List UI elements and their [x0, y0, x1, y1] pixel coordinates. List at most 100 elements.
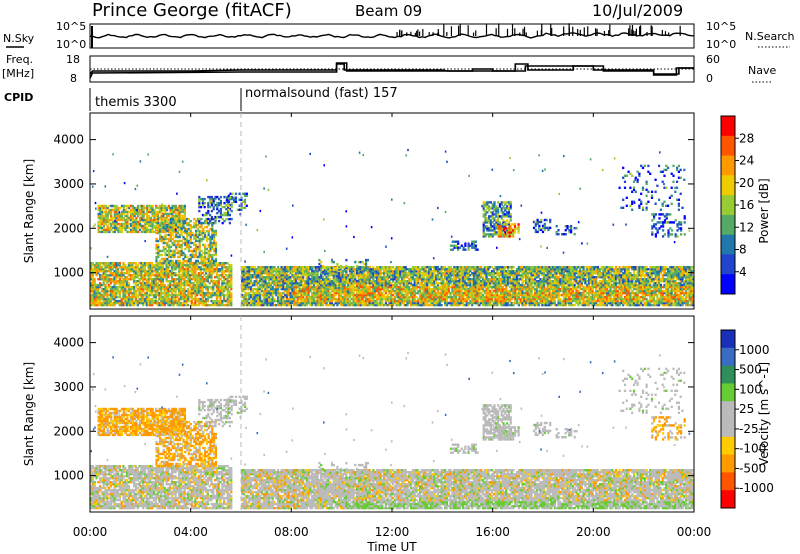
- heatmap-cell: [483, 289, 486, 293]
- heatmap-cell: [370, 280, 373, 283]
- heatmap-cell: [318, 301, 321, 305]
- heatmap-cell: [327, 283, 330, 287]
- heatmap-cell: [312, 283, 316, 287]
- heatmap-cell: [498, 289, 501, 293]
- heatmap-cell: [307, 295, 310, 299]
- heatmap-cell: [102, 278, 105, 281]
- heatmap-cell: [442, 291, 445, 295]
- heatmap-cell: [481, 285, 485, 289]
- heatmap-cell: [115, 272, 118, 275]
- heatmap-cell: [505, 278, 508, 281]
- heatmap-cell: [138, 268, 141, 271]
- heatmap-cell: [255, 276, 258, 279]
- heatmap-cell: [428, 285, 431, 289]
- heatmap-cell: [118, 283, 121, 287]
- heatmap-cell: [117, 264, 120, 267]
- heatmap-cell: [388, 276, 391, 279]
- heatmap-cell: [440, 274, 443, 277]
- heatmap-cell: [181, 283, 184, 287]
- heatmap-cell: [255, 289, 258, 293]
- heatmap-cell: [539, 291, 542, 295]
- heatmap-cell: [338, 299, 341, 303]
- heatmap-cell: [499, 291, 503, 295]
- heatmap-cell: [212, 270, 215, 273]
- heatmap-cell: [591, 297, 594, 301]
- heatmap-cell: [370, 289, 373, 293]
- heatmap-cell: [291, 276, 294, 279]
- heatmap-cell: [496, 301, 499, 305]
- heatmap-cell: [507, 293, 510, 297]
- heatmap-cell: [463, 293, 467, 297]
- heatmap-cell: [498, 278, 501, 281]
- heatmap-cell: [219, 295, 222, 299]
- heatmap-cell: [579, 268, 582, 271]
- heatmap-cell: [453, 268, 456, 271]
- heatmap-cell: [163, 276, 166, 279]
- heatmap-cell: [280, 280, 283, 283]
- heatmap-cell: [469, 266, 472, 269]
- heatmap-cell: [339, 280, 343, 283]
- heatmap-cell: [453, 282, 456, 285]
- heatmap-cell: [483, 303, 486, 307]
- heatmap-cell: [90, 289, 93, 293]
- heatmap-cell: [248, 282, 251, 285]
- heatmap-cell: [293, 283, 296, 287]
- heatmap-cell: [494, 301, 497, 305]
- heatmap-cell: [196, 291, 199, 295]
- heatmap-cell: [154, 280, 157, 283]
- heatmap-cell: [176, 283, 179, 287]
- heatmap-cell: [100, 268, 103, 271]
- heatmap-cell: [183, 285, 186, 289]
- heatmap-cell: [523, 291, 526, 295]
- heatmap-cell: [163, 293, 166, 297]
- heatmap-cell: [568, 285, 571, 289]
- heatmap-cell: [201, 291, 204, 295]
- heatmap-cell: [352, 282, 355, 285]
- heatmap-cell: [140, 291, 143, 295]
- heatmap-cell: [108, 274, 111, 277]
- heatmap-cell: [287, 282, 290, 285]
- heatmap-cell: [156, 293, 159, 297]
- heatmap-cell: [467, 291, 470, 295]
- heatmap-cell: [348, 285, 352, 289]
- heatmap-cell: [145, 278, 148, 281]
- heatmap-cell: [95, 291, 98, 295]
- heatmap-cell: [316, 280, 319, 283]
- heatmap-cell: [433, 301, 436, 305]
- heatmap-cell: [298, 282, 301, 285]
- heatmap-cell: [454, 282, 458, 285]
- heatmap-cell: [102, 268, 105, 271]
- heatmap-cell: [300, 297, 303, 301]
- heatmap-cell: [512, 295, 515, 299]
- heatmap-cell: [420, 280, 423, 283]
- heatmap-cell: [226, 278, 229, 281]
- heatmap-cell: [472, 301, 476, 305]
- heatmap-cell: [185, 280, 188, 283]
- heatmap-cell: [356, 282, 359, 285]
- heatmap-cell: [100, 293, 103, 297]
- heatmap-cell: [348, 276, 352, 279]
- heatmap-cell: [399, 282, 402, 285]
- heatmap-cell: [587, 280, 591, 283]
- heatmap-cell: [293, 276, 296, 279]
- heatmap-cell: [571, 276, 574, 279]
- heatmap-cell: [442, 268, 445, 271]
- heatmap-cell: [456, 301, 459, 305]
- heatmap-cell: [534, 282, 537, 285]
- heatmap-cell: [253, 297, 256, 301]
- heatmap-cell: [417, 276, 420, 279]
- heatmap-cell: [481, 293, 485, 297]
- heatmap-cell: [589, 295, 592, 299]
- heatmap-cell: [323, 270, 326, 273]
- heatmap-cell: [445, 295, 449, 299]
- heatmap-cell: [192, 297, 195, 301]
- heatmap-cell: [483, 278, 486, 281]
- heatmap-cell: [462, 293, 465, 297]
- heatmap-cell: [154, 266, 157, 269]
- heatmap-cell: [197, 266, 201, 269]
- heatmap-cell: [251, 293, 254, 297]
- heatmap-cell: [307, 276, 310, 279]
- heatmap-cell: [474, 270, 477, 273]
- heatmap-cell: [503, 278, 506, 281]
- heatmap-cell: [544, 287, 547, 291]
